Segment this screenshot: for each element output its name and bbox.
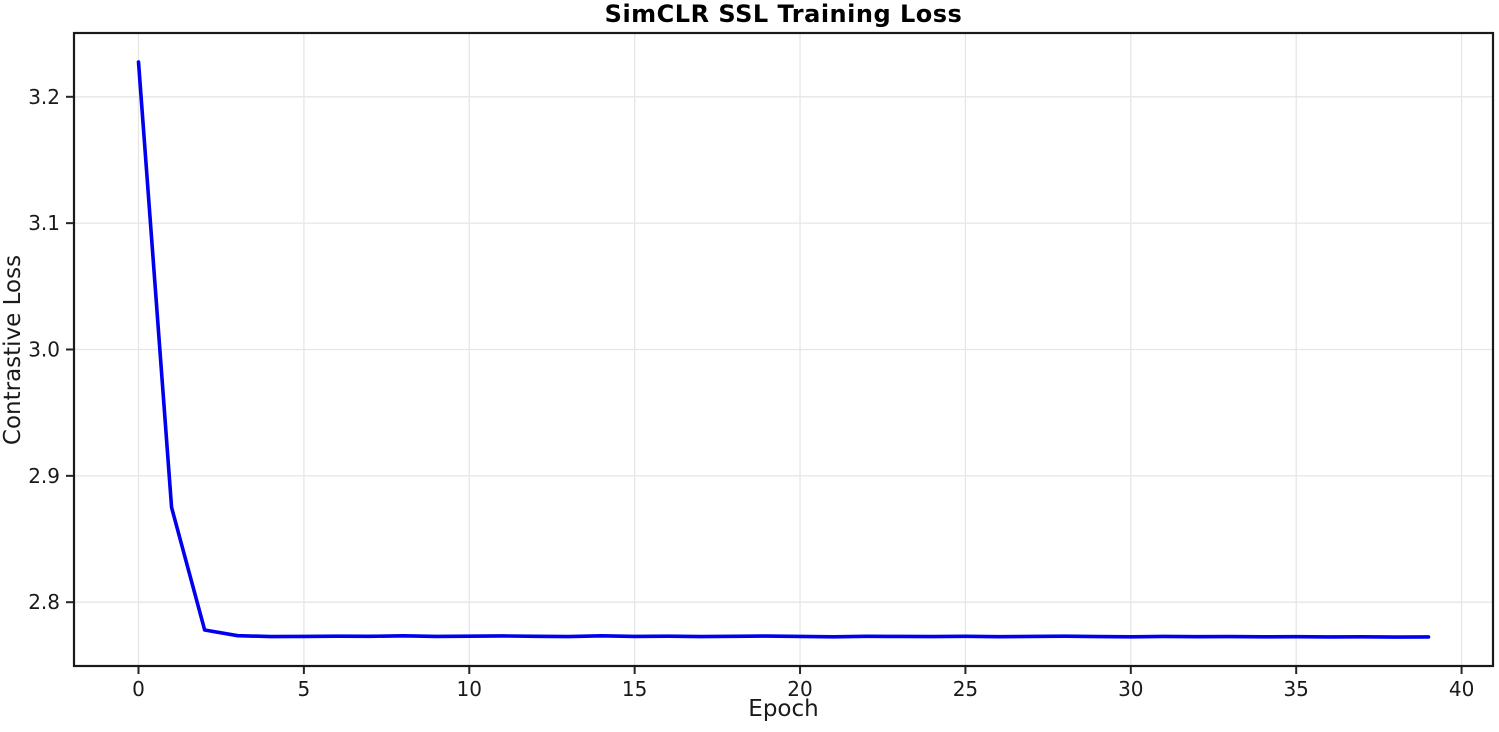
x-tick-label: 30 [1118, 677, 1143, 701]
x-tick-label: 25 [953, 677, 978, 701]
chart-title: SimCLR SSL Training Loss [604, 0, 963, 28]
x-tick-label: 40 [1449, 677, 1474, 701]
y-tick-label: 3.0 [28, 338, 60, 362]
x-tick-label: 20 [787, 677, 812, 701]
y-tick-label: 2.9 [28, 464, 60, 488]
y-axis-label-text: Contrastive Loss [0, 254, 26, 446]
y-tick-label: 3.2 [28, 85, 60, 109]
plot-frame [72, 31, 1495, 668]
x-tick-label: 15 [622, 677, 647, 701]
y-tick-label: 2.8 [28, 590, 60, 614]
y-tick-label: 3.1 [28, 211, 60, 235]
x-axis-label: Epoch [748, 696, 819, 722]
x-tick-label: 35 [1283, 677, 1308, 701]
x-tick-label: 10 [457, 677, 482, 701]
x-tick-label: 0 [132, 677, 145, 701]
x-tick-label: 5 [298, 677, 311, 701]
loss-line-contrastive-loss [136, 60, 1431, 639]
